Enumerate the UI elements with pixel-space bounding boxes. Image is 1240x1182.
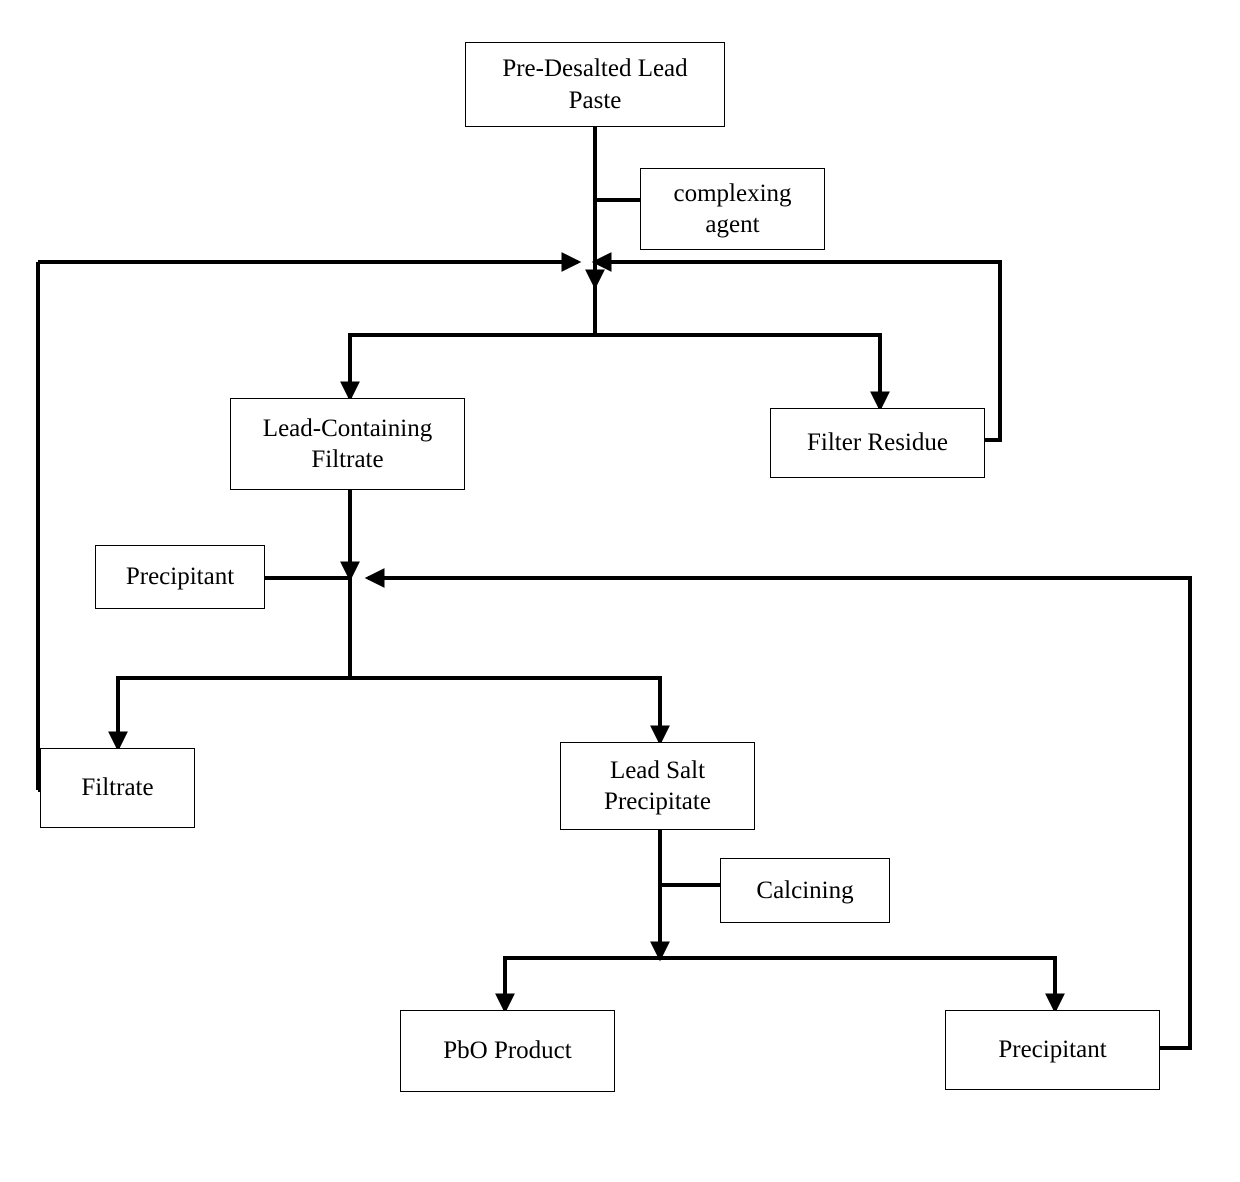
node-filterresidue: Filter Residue	[770, 408, 985, 478]
edge-e4	[595, 335, 880, 408]
edge-e10	[350, 678, 660, 742]
node-precipitant1: Precipitant	[95, 545, 265, 609]
node-pboproduct: PbO Product	[400, 1010, 615, 1092]
node-complexing: complexingagent	[640, 168, 825, 250]
node-leadfiltrate: Lead-ContainingFiltrate	[230, 398, 465, 490]
edge-e13	[505, 958, 660, 1010]
edge-e3	[350, 335, 595, 398]
flowchart-canvas: Pre-Desalted LeadPaste complexingagent Lea…	[0, 0, 1240, 1182]
edge-e9	[118, 678, 350, 748]
node-calcining: Calcining	[720, 858, 890, 923]
node-filtrate: Filtrate	[40, 748, 195, 828]
node-precipitant2: Precipitant	[945, 1010, 1160, 1090]
node-leadsalt: Lead SaltPrecipitate	[560, 742, 755, 830]
node-predesalted: Pre-Desalted LeadPaste	[465, 42, 725, 127]
edge-e14	[660, 958, 1055, 1010]
edge-e15	[368, 578, 1190, 1048]
